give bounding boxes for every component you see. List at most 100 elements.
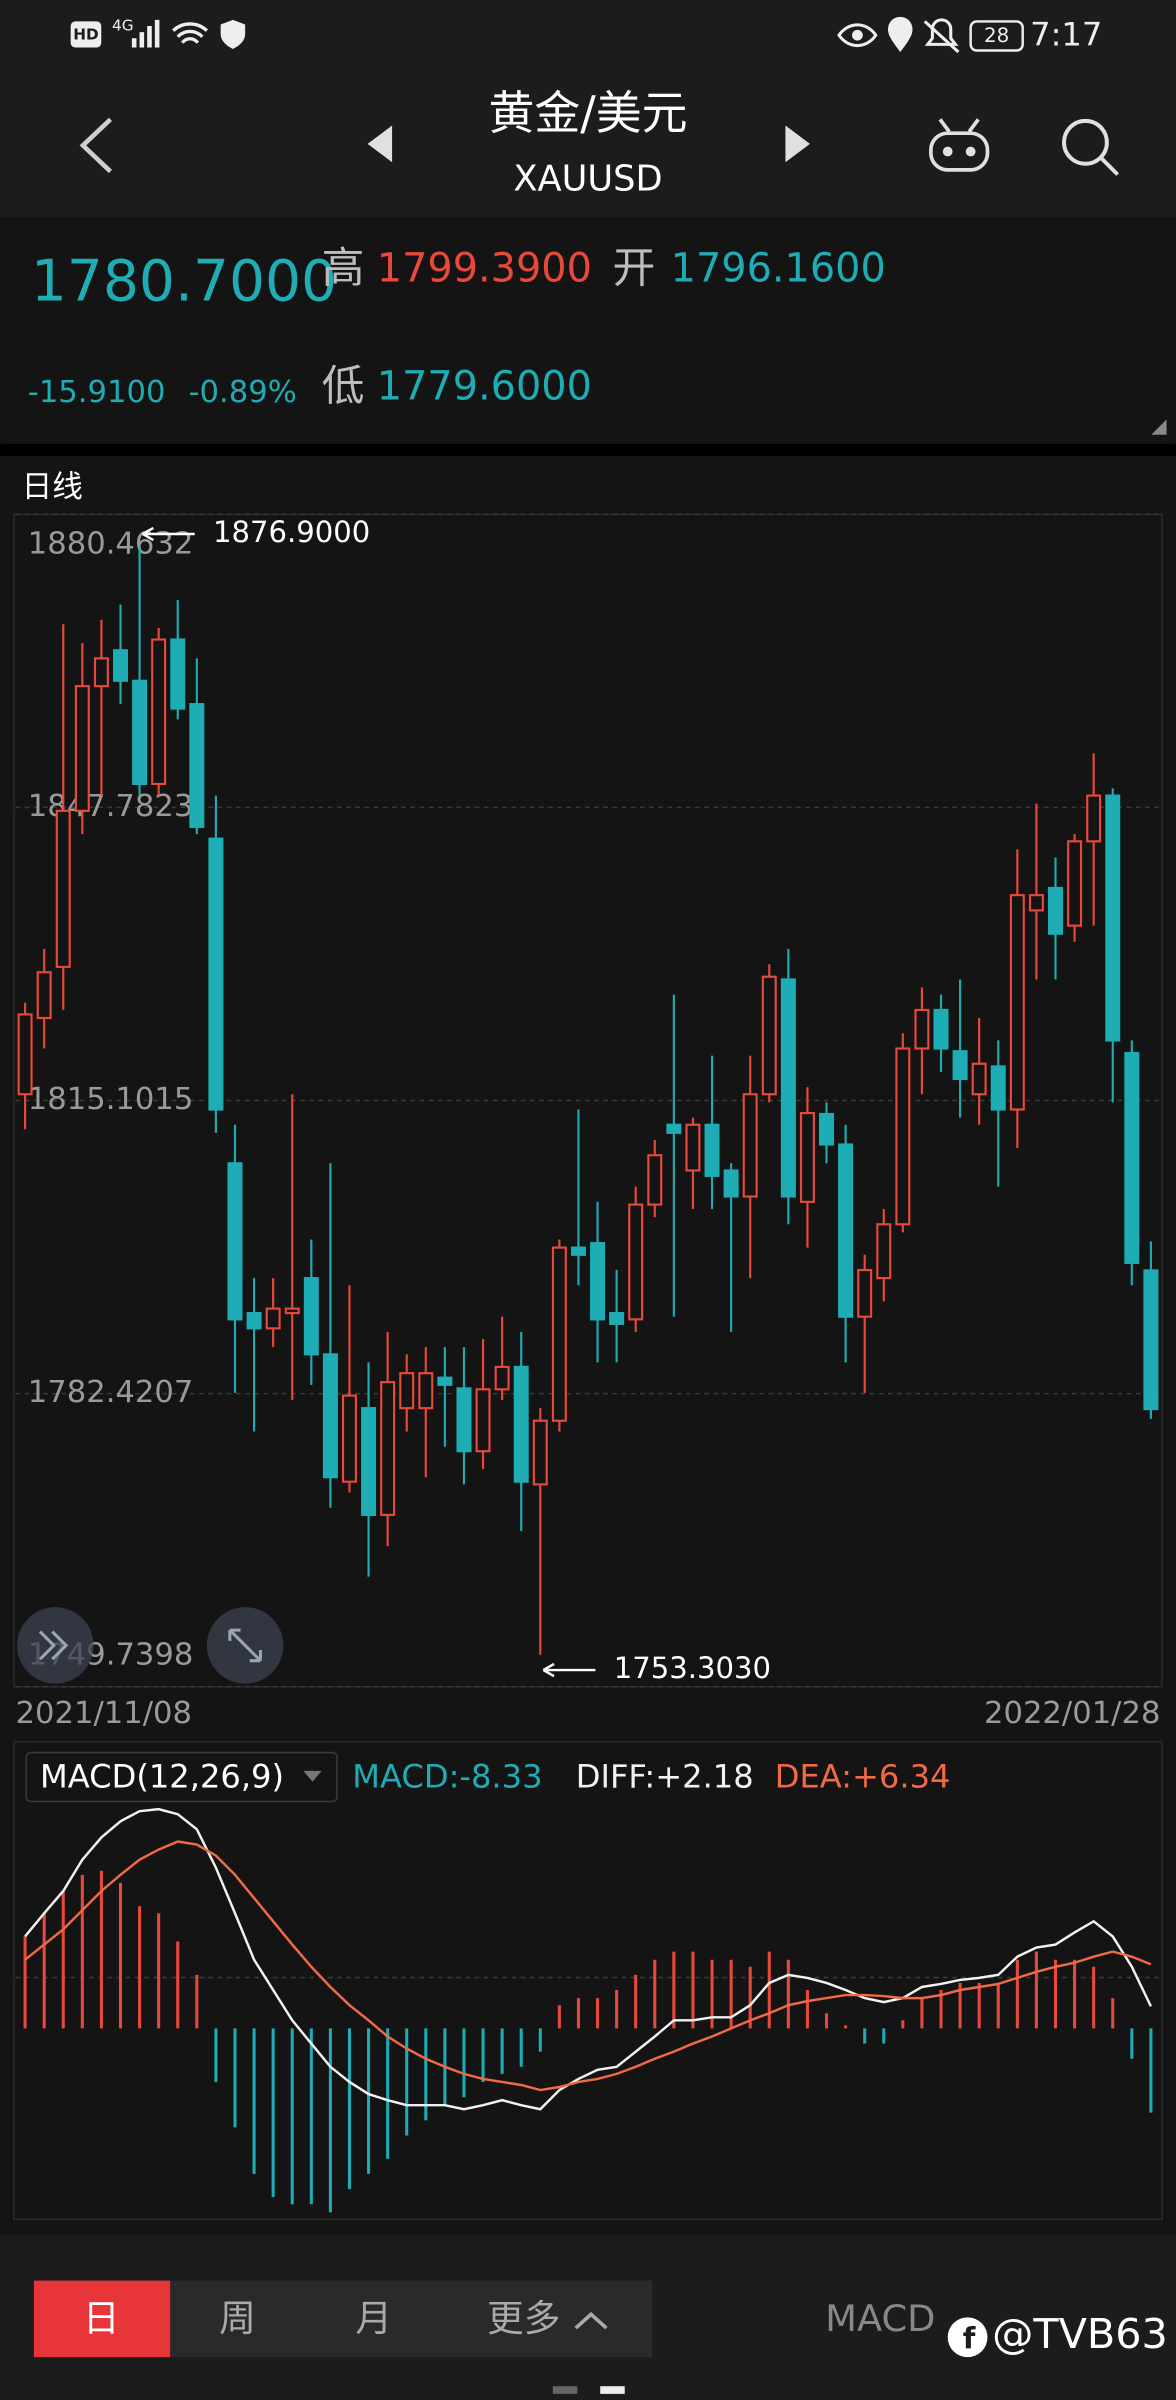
tab-month[interactable]: 月	[355, 2297, 392, 2340]
candle-body	[418, 1372, 434, 1410]
candle-body	[208, 837, 224, 1111]
y-tick-label: 1847.7823	[28, 789, 194, 824]
candle-body	[475, 1388, 491, 1453]
clock: 7:17	[1030, 16, 1102, 54]
indicator-title: MACD(12,26,9)	[40, 1758, 284, 1796]
page-indicator	[552, 2386, 578, 2394]
facebook-glyph: f	[963, 2321, 976, 2355]
annotation-arrow	[542, 1662, 596, 1678]
separator	[0, 443, 1176, 457]
candle-body	[265, 1307, 281, 1330]
candle-body	[1028, 894, 1044, 912]
candle-body	[685, 1123, 701, 1172]
open-label: 开	[612, 243, 655, 293]
candle-body	[1124, 1051, 1140, 1264]
candle-body	[666, 1123, 682, 1134]
shield-icon	[220, 19, 246, 49]
back-button[interactable]	[79, 117, 113, 174]
last-price: 1780.7000	[31, 248, 337, 314]
candle-body	[933, 1008, 949, 1050]
candle-body	[93, 657, 109, 688]
tab-more[interactable]: 更多	[487, 2297, 560, 2340]
candle-body	[74, 685, 90, 812]
candle-body	[799, 1112, 815, 1203]
wifi-icon	[172, 22, 209, 44]
low-price: 1779.6000	[377, 363, 592, 409]
next-button[interactable]	[785, 125, 810, 163]
header-symbol: XAUUSD	[513, 159, 662, 200]
macd-line	[24, 1840, 1152, 2092]
candle-body	[742, 1093, 758, 1198]
candle-body	[609, 1312, 625, 1325]
candle-body	[113, 649, 129, 682]
macd-frame	[13, 1741, 1163, 2221]
annotation-arrow	[142, 526, 195, 542]
indicator-select[interactable]	[25, 1751, 338, 1803]
candle-body	[227, 1162, 243, 1321]
candle-body	[284, 1307, 300, 1315]
candle-body	[1009, 894, 1025, 1111]
x-tick-label: 2021/11/08	[16, 1696, 192, 1731]
candle-body	[246, 1312, 262, 1330]
candle-body	[17, 1013, 33, 1096]
candle-body	[1105, 794, 1121, 1042]
watermark: @TVB63	[992, 2310, 1168, 2358]
previous-button[interactable]	[367, 125, 393, 163]
network-text: 4G	[112, 17, 134, 35]
candle-body	[55, 809, 71, 968]
open-price: 1796.1600	[671, 245, 886, 291]
x-tick-label: 2022/01/28	[984, 1696, 1160, 1731]
candle-body	[151, 638, 167, 785]
robot-button[interactable]	[929, 118, 990, 172]
candle-body	[380, 1381, 396, 1516]
macd-line	[24, 1807, 1153, 2111]
candlestick-chart: 1880.46321847.78231815.10151782.42071749…	[15, 513, 1160, 1731]
candle-body	[990, 1065, 1006, 1111]
header-title: 黄金/美元	[488, 86, 687, 140]
zoom-icon	[228, 1628, 262, 1663]
tab-selected[interactable]	[33, 2280, 171, 2358]
candle-body	[952, 1050, 968, 1081]
y-tick-label: 1782.4207	[28, 1375, 194, 1410]
candle-body	[494, 1365, 510, 1391]
macd-chart	[23, 1807, 1153, 2213]
candle-body	[189, 703, 205, 829]
change: -15.9100	[28, 375, 166, 410]
candle-body	[914, 1008, 930, 1050]
hd-text: HD	[73, 26, 98, 44]
top-bar	[0, 0, 1176, 218]
battery-text: 28	[984, 24, 1009, 47]
candle-body	[647, 1154, 663, 1206]
candle-body	[36, 971, 52, 1020]
y-tick-label: 1880.4632	[28, 526, 194, 561]
candle-body	[341, 1394, 357, 1483]
scroll-icon	[38, 1630, 69, 1661]
candle-body	[303, 1277, 319, 1356]
candle-body	[399, 1372, 415, 1410]
high-price: 1799.3900	[377, 245, 592, 291]
candle-body	[838, 1143, 854, 1318]
candle-body	[971, 1062, 987, 1096]
search-button[interactable]	[1062, 118, 1119, 176]
dropdown-caret	[303, 1770, 322, 1782]
candle-body	[456, 1387, 472, 1453]
candle-body	[170, 638, 186, 710]
tab-day[interactable]: 日	[83, 2297, 120, 2340]
candle-body	[513, 1365, 529, 1483]
eye-icon	[837, 23, 878, 48]
indicator-button[interactable]: MACD	[825, 2297, 935, 2340]
candle-body	[876, 1223, 892, 1280]
candle-body	[532, 1419, 548, 1486]
tab-week[interactable]: 周	[219, 2297, 256, 2340]
page-indicator-active	[600, 2386, 625, 2394]
candle-body	[1048, 886, 1064, 935]
candle-body	[551, 1246, 567, 1422]
candle-body	[895, 1047, 911, 1226]
low-label: 低	[322, 361, 365, 411]
candle-body	[570, 1246, 586, 1256]
mute-icon	[923, 18, 960, 54]
expand-corner[interactable]	[1151, 419, 1167, 435]
candle-body	[723, 1169, 739, 1198]
